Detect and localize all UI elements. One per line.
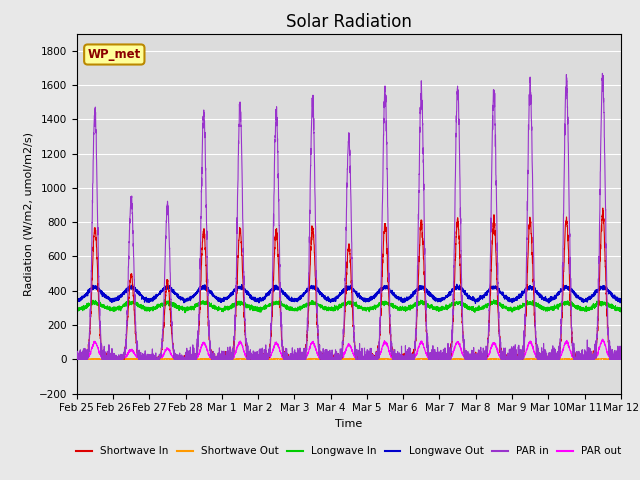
Legend: Shortwave In, Shortwave Out, Longwave In, Longwave Out, PAR in, PAR out: Shortwave In, Shortwave Out, Longwave In… [72, 442, 625, 460]
Text: WP_met: WP_met [88, 48, 141, 61]
Y-axis label: Radiation (W/m2, umol/m2/s): Radiation (W/m2, umol/m2/s) [23, 132, 33, 296]
X-axis label: Time: Time [335, 419, 362, 429]
Title: Solar Radiation: Solar Radiation [286, 12, 412, 31]
